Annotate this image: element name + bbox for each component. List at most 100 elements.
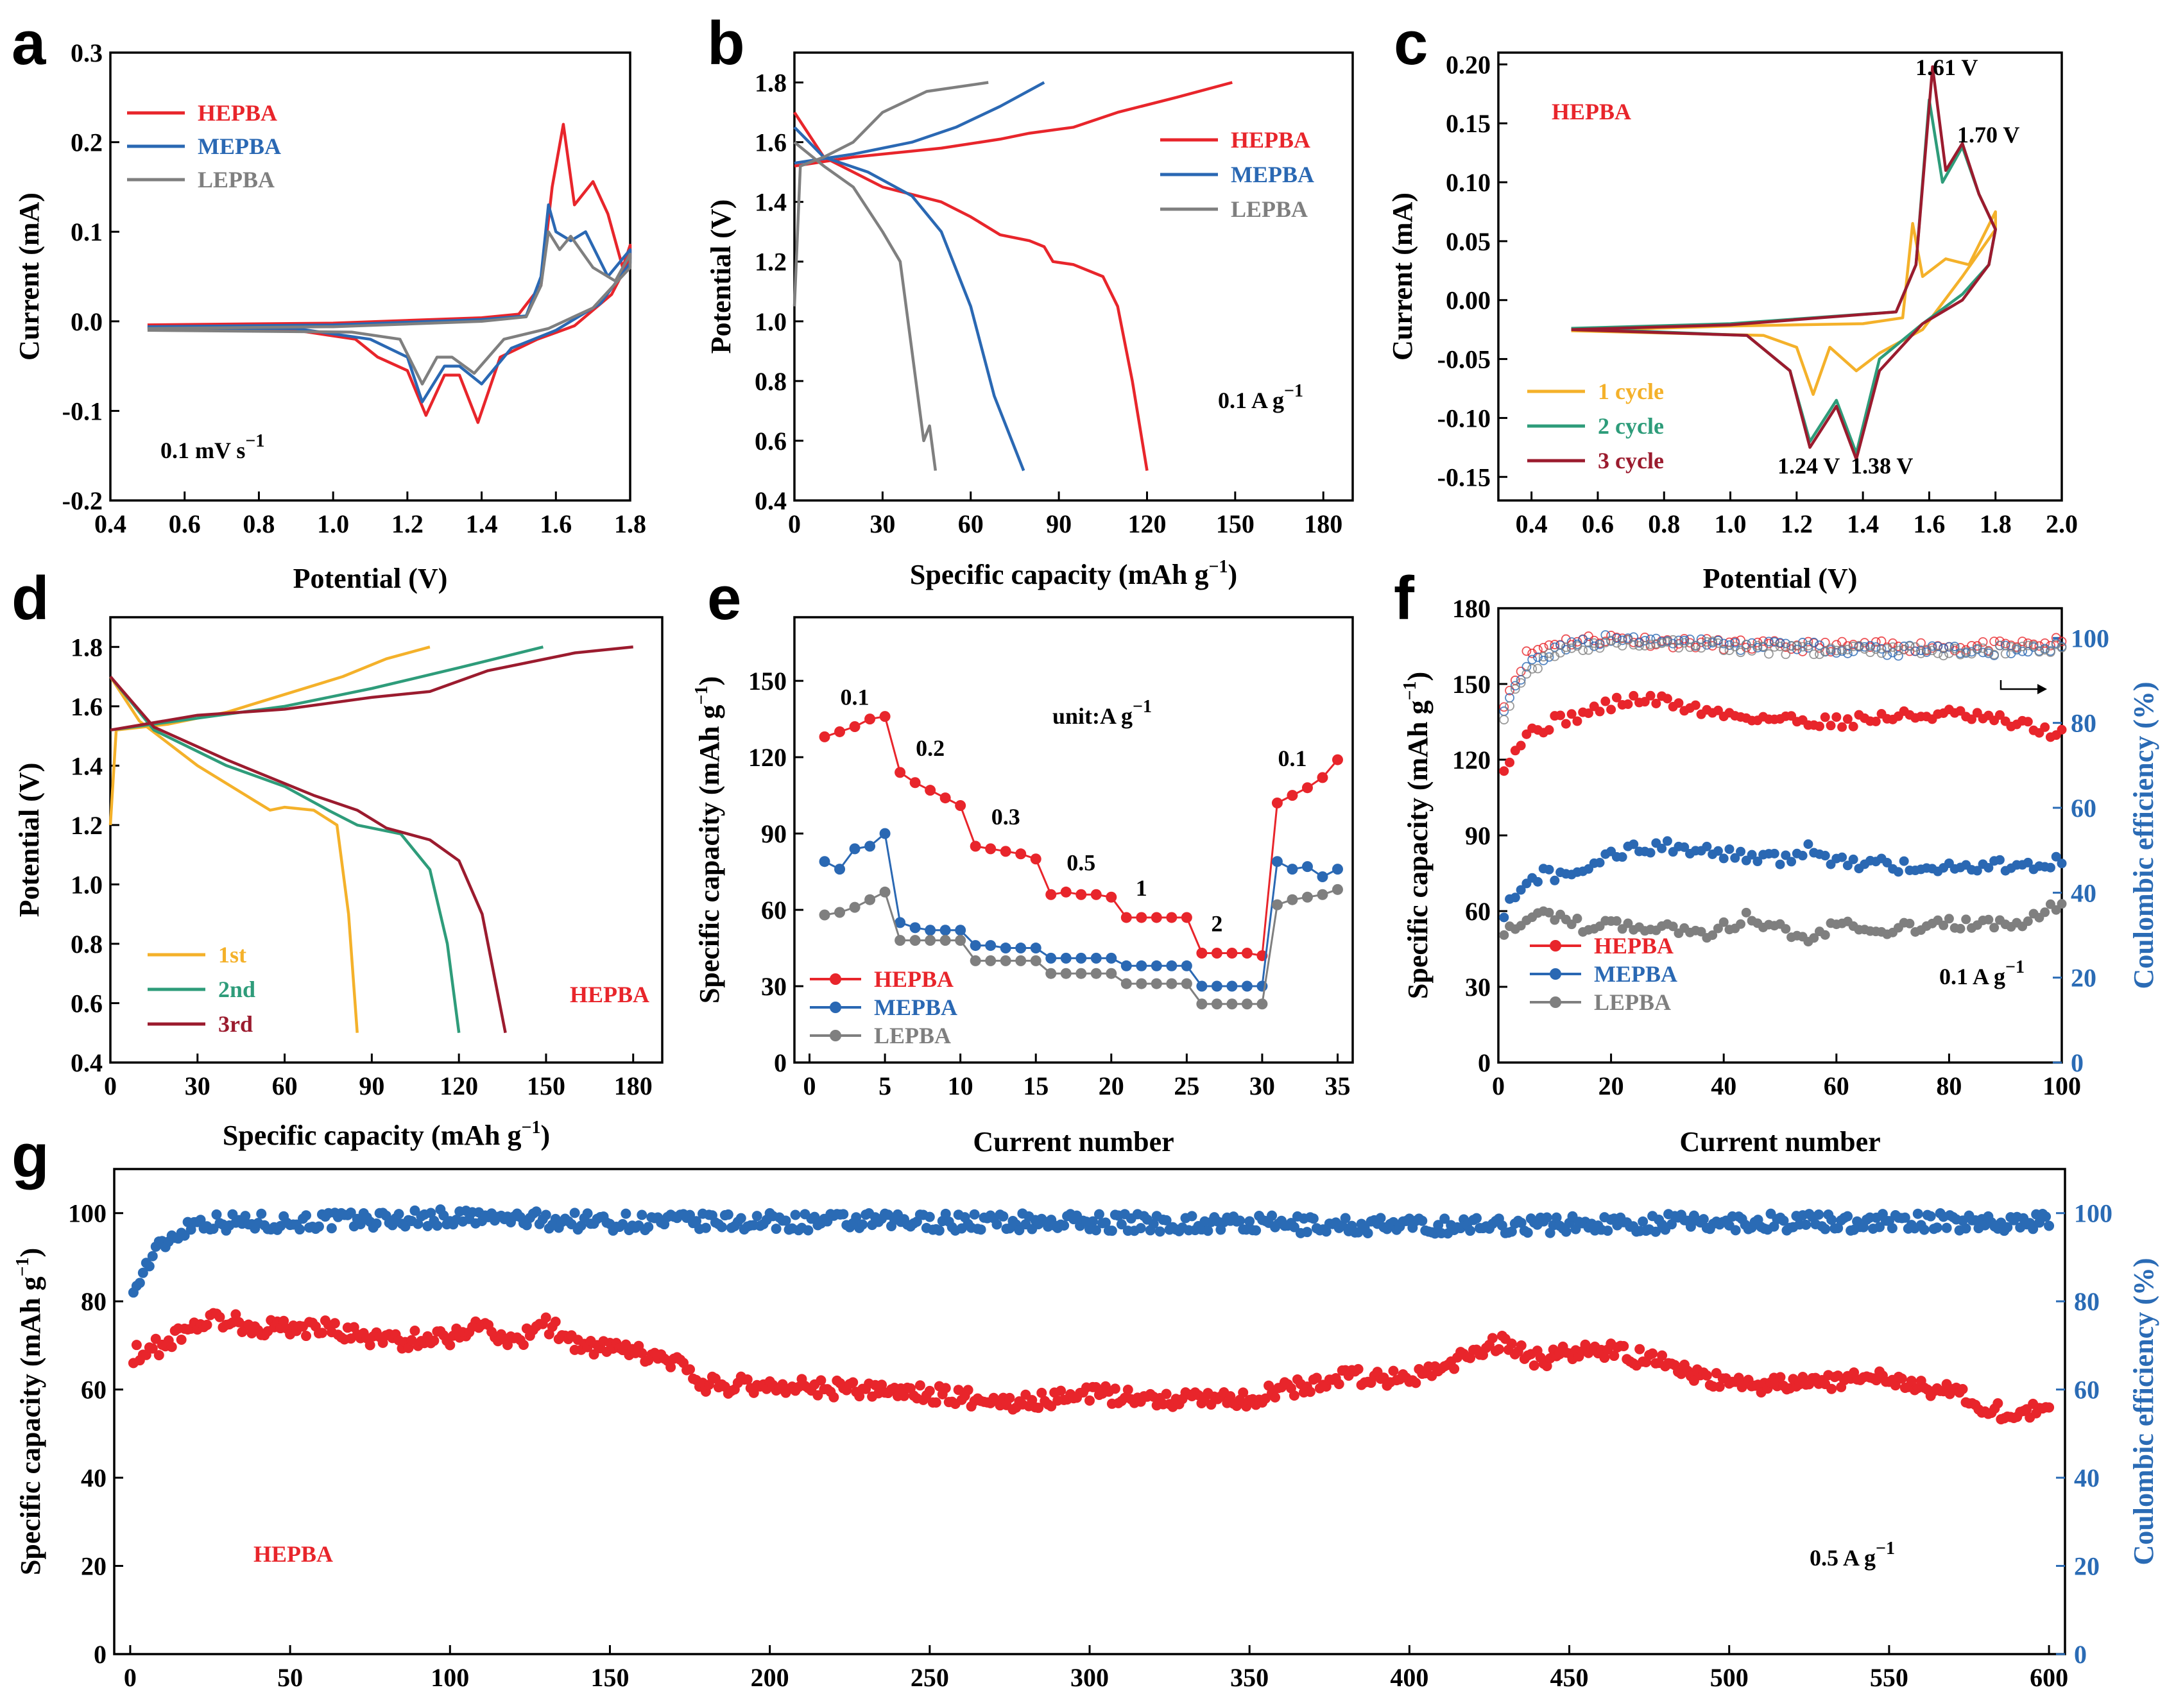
f-ce-point-lepba — [1939, 651, 1949, 661]
f-axis-arrow-head — [2037, 684, 2047, 694]
g-ce-point — [940, 1208, 951, 1219]
f-y2tick-label: 100 — [2071, 624, 2109, 653]
f-ce-point-lepba — [1668, 635, 1678, 645]
f-ce-point-lepba — [1842, 644, 1853, 654]
f-ce-point-lepba — [1640, 640, 1650, 651]
g-capacity-point — [914, 1380, 925, 1391]
f-ce-point-mepba — [1527, 654, 1538, 665]
f-current-density-sup: −1 — [2005, 957, 2025, 977]
g-xtick-label: 200 — [751, 1663, 789, 1692]
panel-letter-a: a — [12, 9, 46, 78]
f-capacity-point-mepba — [1893, 867, 1903, 877]
b-legend-label: MEPBA — [1231, 162, 1314, 187]
e-xtick-label: 25 — [1174, 1072, 1199, 1100]
c-peak-label: 1.38 V — [1851, 453, 1913, 479]
g-ce-point — [780, 1215, 791, 1226]
a-xtick-label: 1.6 — [540, 509, 572, 538]
e-unit-label: unit:A g−1 — [1052, 697, 1152, 729]
f-ce-point-lepba — [1741, 640, 1751, 650]
rate-point-mepba — [1015, 943, 1027, 954]
g-ce-point — [432, 1220, 443, 1231]
g-ytick-label: 60 — [81, 1376, 107, 1405]
panel-g: g0 50 100 150 200 250 300 350 400 450 500 550 600020… — [12, 1122, 2159, 1692]
f-ce-point-mepba — [1578, 635, 1588, 644]
e-xtick-label: 10 — [948, 1072, 973, 1100]
f-ce-point-lepba — [2057, 643, 2067, 653]
b-ytick-label: 0.8 — [755, 367, 787, 396]
c-ytick-label: 0.20 — [1446, 50, 1491, 79]
a-xtick-label: 1.8 — [614, 509, 646, 538]
b-ytick-label: 0.6 — [755, 427, 787, 456]
f-capacity-point-mepba — [1848, 854, 1858, 864]
g-ce-point — [313, 1221, 324, 1232]
f-capacity-point-lepba — [1499, 930, 1509, 940]
b-xtick-label: 30 — [870, 509, 895, 538]
f-ce-point-hepba — [1758, 636, 1769, 646]
g-ce-point — [1912, 1208, 1923, 1219]
f-ce-point-mepba — [1533, 652, 1543, 662]
f-ce-point-mepba — [1882, 650, 1892, 660]
f-ce-point-lepba — [1747, 645, 1757, 656]
f-ce-point-lepba — [1921, 644, 1932, 654]
rate-point-hepba — [864, 713, 876, 725]
a-xtick-label: 1.4 — [466, 509, 498, 538]
e-xtick-label: 20 — [1099, 1072, 1124, 1100]
g-current-density-text: 0.5 A g — [1810, 1545, 1876, 1571]
g-ce-point — [1235, 1215, 1246, 1226]
e-xtick-label: 5 — [878, 1072, 891, 1100]
f-capacity-point-hepba — [1645, 690, 1656, 701]
rate-point-hepba — [909, 777, 921, 789]
f-ce-point-lepba — [1797, 642, 1808, 652]
f-capacity-point-hepba — [1561, 719, 1571, 729]
g-ce-point — [1730, 1225, 1741, 1236]
e-rate-label: 2 — [1211, 911, 1222, 937]
f-capacity-point-hepba — [1662, 694, 1672, 704]
f-ce-point-hepba — [1505, 685, 1514, 696]
f-ce-point-mepba — [1803, 643, 1813, 653]
g-capacity-point — [1465, 1353, 1476, 1363]
e-xtick-label: 15 — [1023, 1072, 1049, 1100]
f-capacity-point-mepba — [1736, 846, 1746, 857]
b-xlabel-text: Specific capacity (mAh g — [910, 559, 1209, 590]
f-capacity-point-hepba — [1831, 712, 1842, 722]
f-ce-point-lepba — [1533, 663, 1543, 674]
rate-point-mepba — [1075, 952, 1087, 964]
rate-point-mepba — [970, 940, 981, 952]
e-rate-label: 1 — [1136, 875, 1147, 901]
rate-point-mepba — [909, 922, 921, 934]
f-capacity-point-hepba — [1595, 706, 1605, 717]
rate-point-lepba — [864, 894, 876, 905]
g-ce-point — [1561, 1226, 1572, 1237]
f-ce-point-lepba — [1910, 642, 1921, 652]
e-xtick-label: 0 — [803, 1072, 816, 1100]
f-ce-point-lepba — [1809, 649, 1819, 660]
f-ce-point-mepba — [1550, 642, 1560, 653]
f-ce-point-mepba — [1916, 645, 1926, 655]
g-ce-point — [1820, 1224, 1831, 1234]
f-ce-point-lepba — [1713, 638, 1723, 648]
rate-point-lepba — [970, 955, 981, 966]
g-xtick-label: 300 — [1070, 1663, 1109, 1692]
gcd-cycle-3rd-discharge — [109, 676, 507, 1034]
gcd-curve-hepba-charge — [794, 81, 1233, 168]
g-ytick-label: 20 — [81, 1552, 107, 1581]
gcd-curve-lepba-discharge — [793, 141, 938, 471]
g-capacity-point — [1004, 1392, 1015, 1403]
f-ce-point-lepba — [1634, 641, 1644, 651]
rate-point-hepba — [1075, 889, 1087, 900]
g-ce-point — [771, 1224, 782, 1234]
g-ytick-label: 0 — [94, 1640, 107, 1669]
rate-point-mepba — [985, 940, 997, 952]
f-capacity-point-mepba — [1786, 857, 1797, 867]
d-xlabel: Specific capacity (mAh g−1) — [223, 1118, 550, 1151]
f-legend-label: LEPBA — [1594, 989, 1671, 1015]
f-capacity-point-hepba — [1967, 714, 1977, 724]
f-capacity-point-hepba — [2057, 724, 2067, 735]
f-capacity-point-hepba — [1690, 700, 1701, 710]
rate-point-lepba — [1226, 998, 1238, 1010]
g-ce-point — [1267, 1210, 1278, 1221]
f-capacity-point-hepba — [2023, 717, 2033, 727]
f-capacity-point-mepba — [1972, 866, 1982, 876]
g-capacity-point — [316, 1328, 327, 1338]
f-ce-point-lepba — [1854, 640, 1864, 651]
